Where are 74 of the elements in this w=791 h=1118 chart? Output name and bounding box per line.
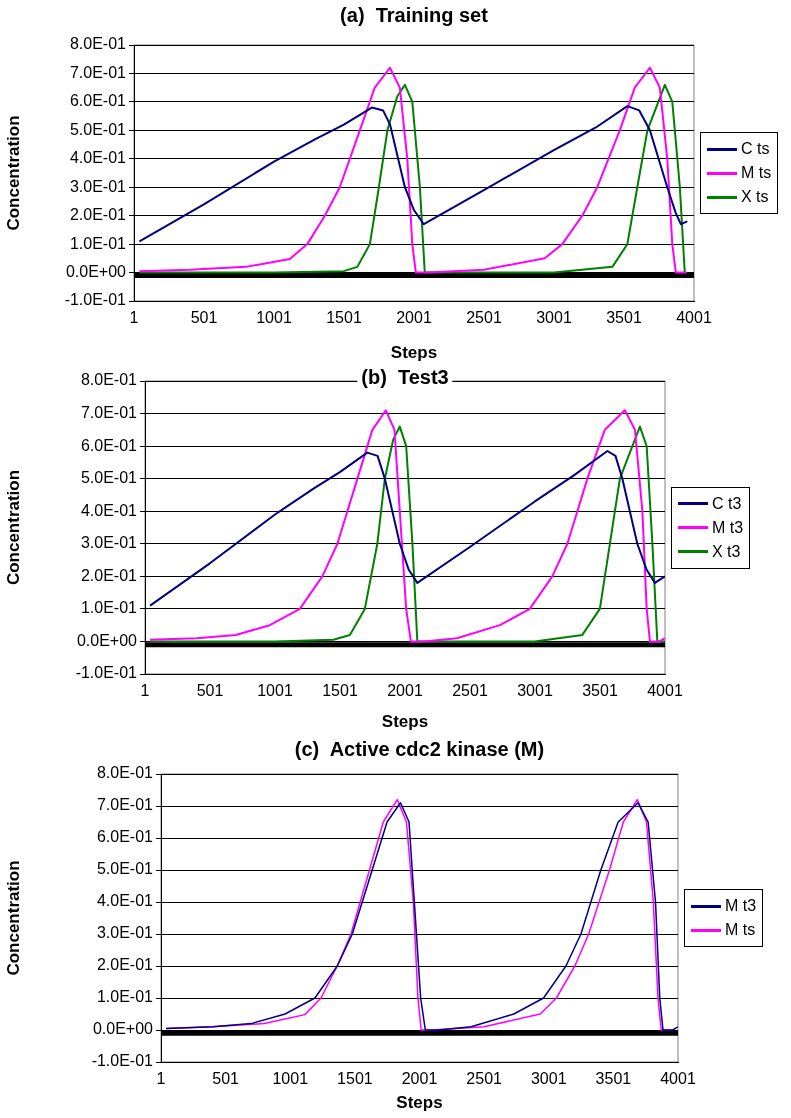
y-tick-label: 0.0E+00 — [76, 631, 138, 649]
y-tick-label: 1.0E-01 — [96, 988, 154, 1006]
x-tick-label: 1501 — [322, 682, 358, 700]
x-axis-title: Steps — [381, 712, 429, 732]
x-tick-label: 3001 — [517, 682, 553, 700]
y-tick-label: 4.0E-01 — [80, 501, 138, 519]
y-tick-label: 6.0E-01 — [69, 92, 127, 110]
y-tick-label: -1.0E-01 — [91, 1052, 154, 1070]
y-tick-label: 6.0E-01 — [96, 828, 154, 846]
y-tick-label: 4.0E-01 — [96, 892, 154, 910]
chart-title: (b) Test3 — [357, 366, 453, 389]
y-axis-title: Concentration — [3, 115, 23, 231]
y-tick-label: 1.0E-01 — [80, 599, 138, 617]
x-tick-label: 4001 — [660, 1070, 696, 1088]
y-tick-label: 7.0E-01 — [80, 403, 138, 421]
x-tick-label: 3001 — [530, 1070, 567, 1088]
x-tick-label: 501 — [196, 682, 224, 700]
legend-label: X t3 — [712, 542, 741, 561]
x-tick-label: 1001 — [257, 682, 293, 700]
x-tick-label: 3501 — [606, 309, 642, 327]
x-axis-title: Steps — [396, 1093, 443, 1113]
x-tick-label: 2001 — [396, 309, 432, 327]
x-tick-label: 2001 — [387, 682, 423, 700]
x-tick-label: 3001 — [536, 309, 572, 327]
legend-label: C ts — [741, 140, 770, 158]
chart-title: (a) Training set — [336, 4, 492, 27]
y-tick-label: 2.0E-01 — [96, 956, 154, 974]
y-tick-label: 3.0E-01 — [96, 924, 154, 942]
x-tick-label: 1 — [140, 682, 150, 700]
y-tick-label: 3.0E-01 — [80, 534, 138, 552]
x-tick-label: 4001 — [647, 682, 683, 700]
y-tick-label: 4.0E-01 — [69, 149, 127, 167]
y-tick-label: 0.0E+00 — [92, 1020, 154, 1038]
x-axis-title: Steps — [390, 343, 438, 363]
y-tick-label: 0.0E+00 — [65, 262, 127, 280]
y-tick-label: 6.0E-01 — [80, 436, 138, 454]
y-tick-label: 3.0E-01 — [69, 177, 127, 195]
legend-label: M t3 — [712, 518, 744, 537]
y-tick-label: 7.0E-01 — [96, 796, 154, 814]
x-tick-label: 2501 — [466, 1070, 503, 1088]
y-axis-title: Concentration — [3, 860, 23, 976]
x-tick-label: 1501 — [337, 1070, 373, 1088]
x-tick-label: 501 — [190, 309, 218, 327]
y-tick-label: 2.0E-01 — [80, 566, 138, 584]
y-tick-label: 5.0E-01 — [96, 860, 154, 878]
x-tick-label: 1501 — [326, 309, 362, 327]
y-tick-label: 5.0E-01 — [80, 469, 138, 487]
legend-label: M t3 — [725, 897, 757, 915]
x-tick-label: 1 — [129, 309, 139, 327]
x-tick-label: 3501 — [595, 1070, 632, 1088]
y-tick-label: 8.0E-01 — [80, 371, 138, 389]
legend-label: M ts — [741, 164, 772, 182]
y-tick-label: 8.0E-01 — [96, 764, 154, 782]
y-tick-label: 7.0E-01 — [69, 63, 127, 81]
y-tick-label: -1.0E-01 — [75, 664, 138, 682]
x-tick-label: 2501 — [466, 309, 502, 327]
x-tick-label: 501 — [212, 1070, 240, 1088]
y-axis-title: Concentration — [3, 469, 23, 586]
x-tick-label: 1001 — [272, 1070, 309, 1088]
legend-label: X ts — [741, 188, 769, 206]
x-tick-label: 2001 — [401, 1070, 438, 1088]
x-tick-label: 1001 — [256, 309, 292, 327]
y-tick-label: 2.0E-01 — [69, 206, 127, 224]
x-tick-label: 3501 — [582, 682, 618, 700]
x-tick-label: 1 — [156, 1070, 166, 1088]
y-tick-label: 5.0E-01 — [69, 120, 127, 138]
legend-label: M ts — [725, 921, 756, 939]
x-tick-label: 2501 — [452, 682, 488, 700]
chart-title: (c) Active cdc2 kinase (M) — [290, 738, 549, 761]
y-tick-label: -1.0E-01 — [64, 291, 127, 309]
x-tick-label: 4001 — [676, 309, 712, 327]
legend-label: C t3 — [712, 494, 742, 513]
y-tick-label: 1.0E-01 — [69, 234, 127, 252]
y-tick-label: 8.0E-01 — [69, 35, 127, 53]
